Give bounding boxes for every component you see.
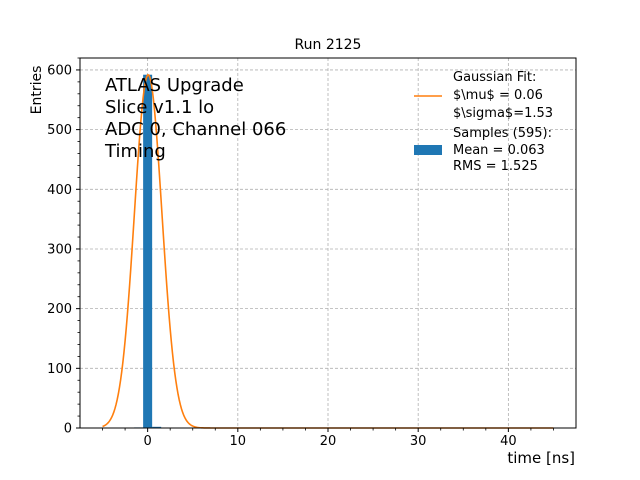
- annotation-block: ATLAS Upgrade Slice v1.1 lo ADC 0, Chann…: [104, 75, 286, 162]
- y-tick-label: 0: [64, 422, 72, 437]
- x-tick-label: 40: [500, 434, 517, 449]
- y-tick-label: 500: [47, 123, 72, 138]
- annotation-line-3: ADC 0, Channel 066: [105, 119, 286, 140]
- annotation-line-2: Slice v1.1 lo: [105, 97, 214, 118]
- y-ticks: 0 100 200 300 400 500 600: [47, 57, 80, 437]
- y-tick-label: 600: [47, 63, 72, 78]
- legend-fit-sigma-text: $\sigma$=1.53: [453, 106, 553, 121]
- legend-samples-mean: Mean = 0.063: [453, 143, 545, 158]
- annotation-line-4: Timing: [104, 141, 166, 162]
- legend: Gaussian Fit: $\mu$ = 0.06 $\sigma$=1.53…: [414, 70, 553, 174]
- y-tick-label: 200: [47, 302, 72, 317]
- x-tick-label: 10: [230, 434, 247, 449]
- x-axis-label: time [ns]: [507, 449, 575, 467]
- legend-samples-swatch: [414, 145, 442, 155]
- legend-fit-sigma: $\sigma$=1.53: [453, 106, 553, 121]
- x-ticks: 0 10 20 30 40: [102, 428, 554, 449]
- legend-samples-title: Samples (595):: [453, 126, 552, 141]
- x-tick-label: 0: [143, 434, 151, 449]
- chart-title: Run 2125: [295, 37, 362, 53]
- annotation-line-1: ATLAS Upgrade: [105, 75, 244, 96]
- y-tick-label: 300: [47, 242, 72, 257]
- grid: [80, 58, 576, 429]
- histogram-bar: [152, 426, 162, 428]
- legend-fit-mu: $\mu$ = 0.06: [453, 88, 543, 103]
- legend-samples-rms: RMS = 1.525: [453, 159, 538, 174]
- x-tick-label: 30: [410, 434, 427, 449]
- histogram-bar: [143, 74, 153, 428]
- legend-fit-title: Gaussian Fit:: [453, 70, 536, 85]
- y-axis-label: Entries: [29, 66, 45, 115]
- y-tick-label: 400: [47, 183, 72, 198]
- y-tick-label: 100: [47, 362, 72, 377]
- legend-fit-mu-text: $\mu$ = 0.06: [453, 88, 543, 103]
- x-tick-label: 20: [320, 434, 337, 449]
